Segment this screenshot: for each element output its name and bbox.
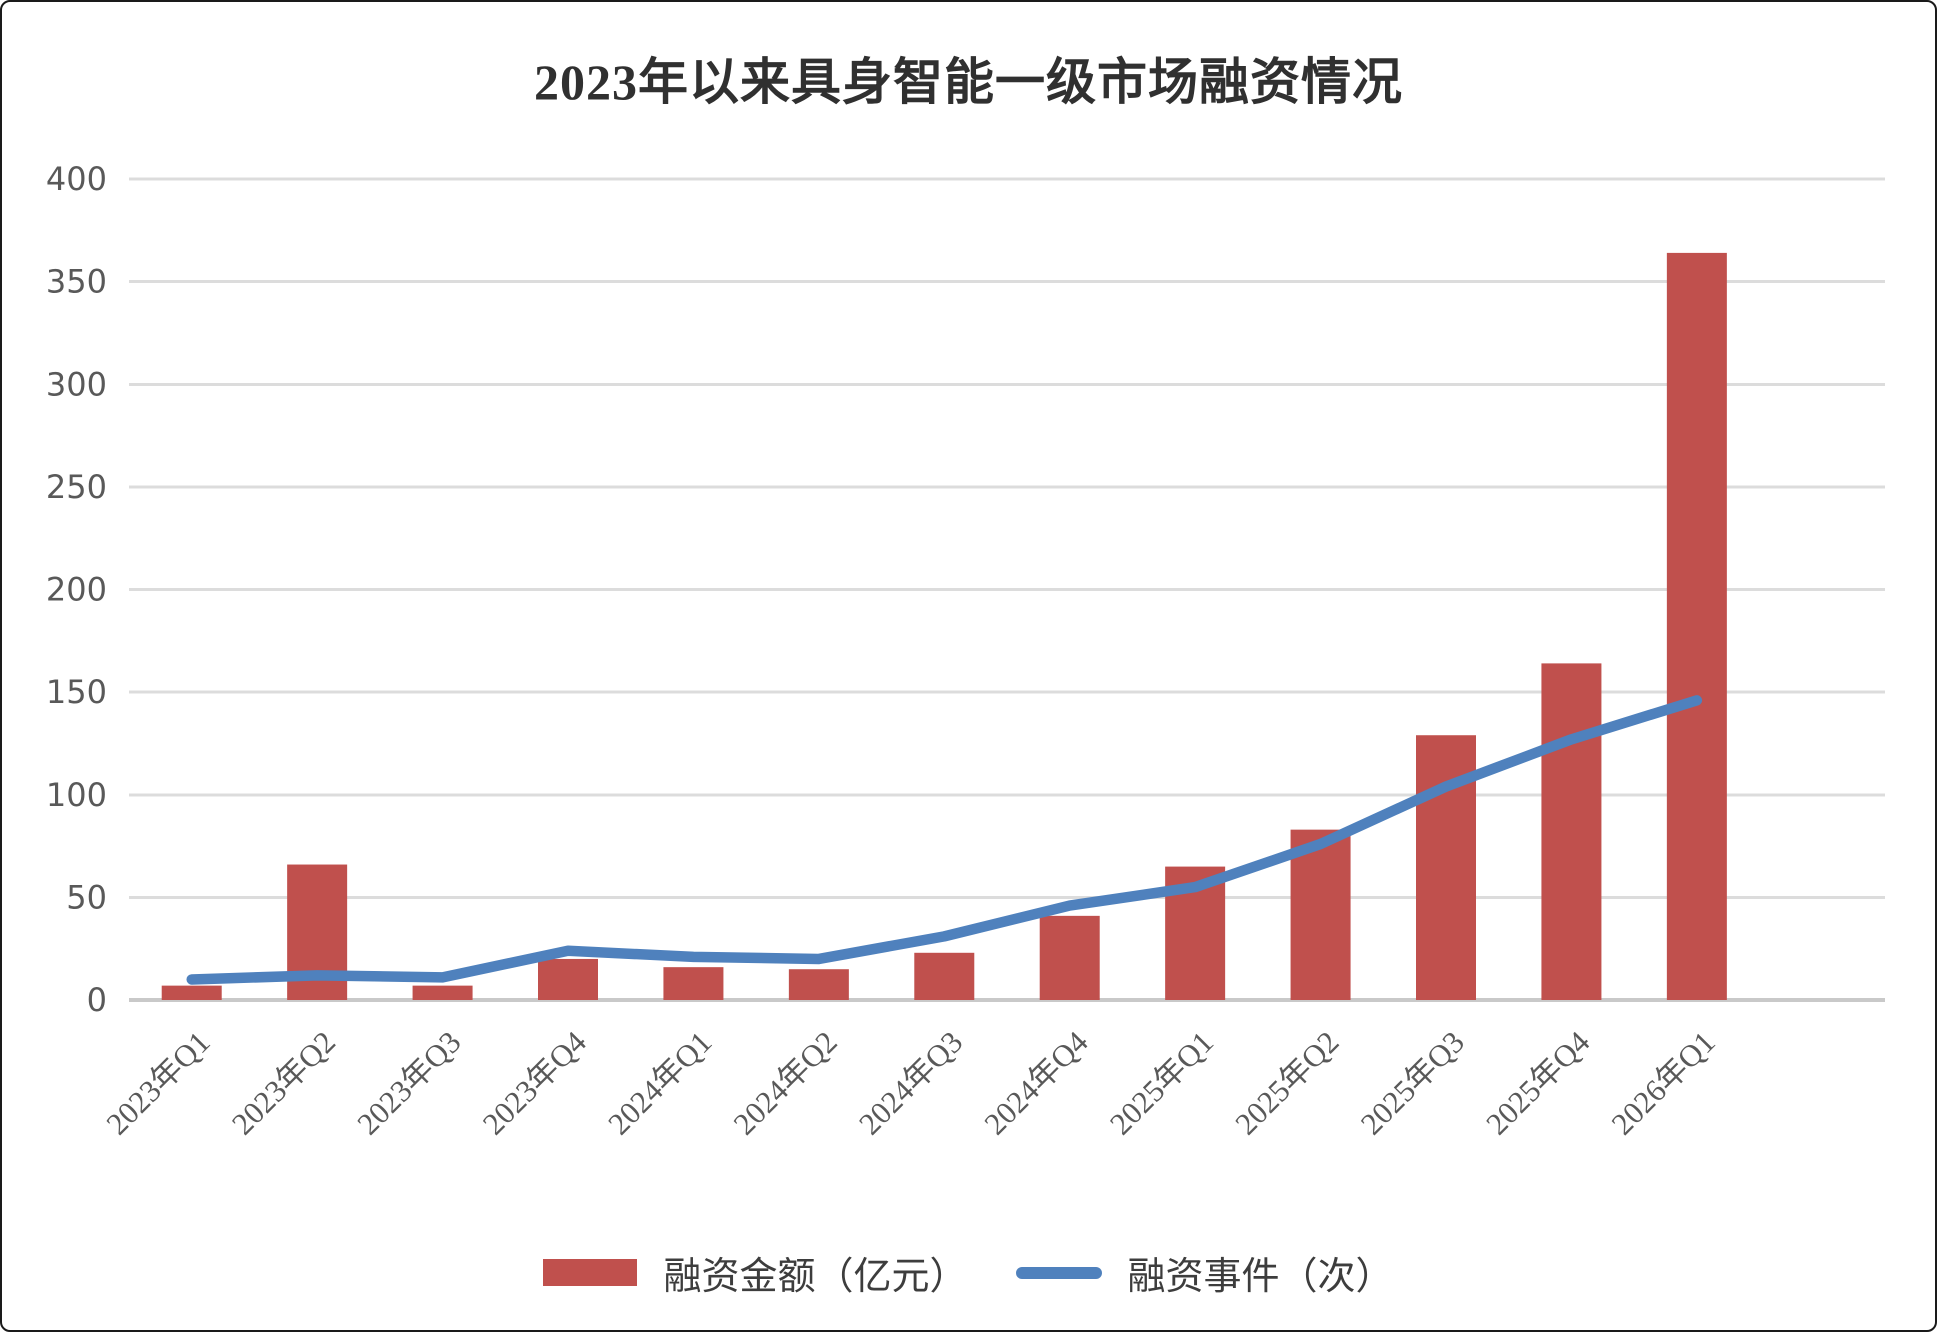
legend-bar-swatch-icon (543, 1259, 638, 1286)
legend-line-label: 融资事件（次） (1127, 1256, 1394, 1298)
line-series (186, 695, 1703, 985)
y-tick-label: 50 (66, 878, 107, 916)
bar-2024年Q3 (914, 952, 975, 1000)
y-tick-label: 300 (46, 365, 107, 403)
x-tick-label: 2025年Q3 (1354, 1024, 1471, 1141)
bar-2025年Q4 (1541, 663, 1602, 1000)
bar-2025年Q2 (1290, 829, 1351, 1000)
x-tick-label: 2026年Q1 (1605, 1024, 1722, 1141)
bar-2024年Q4 (1039, 915, 1100, 1000)
x-tick-label: 2025年Q2 (1228, 1024, 1345, 1141)
x-tick-label: 2023年Q4 (476, 1024, 594, 1142)
y-tick-label: 350 (46, 263, 107, 301)
x-tick-label: 2023年Q2 (225, 1024, 342, 1141)
y-tick-label: 0 (87, 981, 107, 1019)
x-tick-label: 2023年Q3 (350, 1024, 467, 1141)
y-tick-label: 100 (46, 776, 107, 814)
y-tick-label: 250 (46, 468, 107, 506)
bar-2024年Q1 (663, 967, 724, 1000)
legend-bar-label: 融资金额（亿元） (663, 1256, 968, 1298)
y-tick-label: 400 (46, 160, 107, 198)
x-tick-label: 2024年Q2 (727, 1024, 844, 1141)
x-tick-label: 2024年Q4 (977, 1024, 1095, 1142)
bar-2023年Q4 (538, 958, 598, 1000)
bar-2024年Q2 (788, 969, 849, 1000)
y-tick-label: 150 (46, 673, 107, 711)
bar-2023年Q3 (412, 985, 473, 1000)
legend-line-swatch-icon (1015, 1266, 1102, 1279)
x-tick-label: 2024年Q1 (601, 1024, 718, 1141)
y-tick-label: 200 (46, 571, 107, 609)
x-tick-label: 2024年Q3 (852, 1024, 969, 1141)
x-tick-label: 2023年Q1 (99, 1024, 216, 1141)
chart-title: 2023年以来具身智能一级市场融资情况 (534, 54, 1403, 110)
bar-2026年Q1 (1666, 252, 1727, 1000)
x-tick-label: 2025年Q4 (1479, 1024, 1597, 1142)
x-tick-label: 2025年Q1 (1103, 1024, 1220, 1141)
legend: 融资金额（亿元） 融资事件（次） (2, 1245, 1935, 1300)
bar-2023年Q1 (161, 985, 222, 1000)
